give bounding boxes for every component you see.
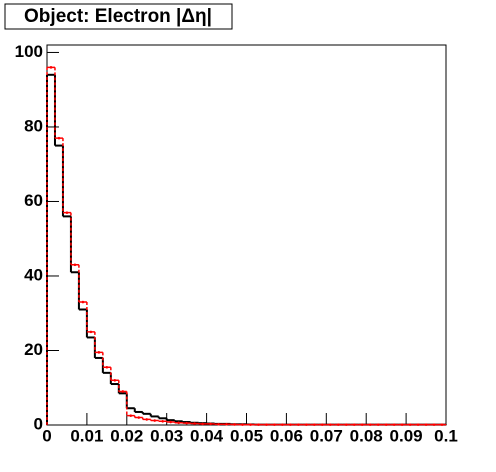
bin-marker — [416, 423, 420, 426]
bin-marker — [344, 423, 348, 426]
bin-marker — [336, 423, 340, 426]
bin-marker — [105, 365, 109, 369]
bin-marker — [368, 423, 372, 426]
bin-marker — [65, 211, 69, 214]
bin-marker — [432, 423, 436, 426]
bin-marker — [249, 423, 252, 426]
bin-marker — [73, 263, 77, 267]
x-tick-label: 0.1 — [434, 426, 458, 445]
bin-marker — [265, 423, 268, 426]
bin-marker — [233, 423, 236, 426]
y-tick-label: 80 — [24, 116, 43, 135]
bin-marker — [217, 422, 220, 426]
bin-marker — [169, 420, 172, 424]
x-tick-label: 0.06 — [270, 426, 303, 445]
bin-marker — [273, 423, 276, 426]
bin-marker — [297, 423, 300, 426]
x-tick-label: 0.02 — [110, 426, 143, 445]
bin-marker — [281, 423, 284, 426]
bin-marker — [193, 422, 196, 425]
bin-marker — [305, 423, 308, 426]
bin-marker — [185, 421, 188, 425]
bin-marker — [177, 421, 180, 425]
bin-marker — [121, 390, 125, 393]
bin-marker — [313, 423, 316, 426]
bin-marker — [376, 423, 380, 426]
bin-marker — [321, 423, 324, 426]
bin-marker — [209, 422, 212, 426]
bin-marker — [89, 330, 93, 334]
bin-marker — [161, 419, 165, 423]
y-tick-label: 40 — [24, 265, 43, 284]
bin-marker — [153, 419, 157, 422]
bin-marker — [408, 423, 412, 426]
bin-marker — [424, 423, 428, 426]
bin-marker — [129, 414, 133, 417]
bin-marker — [225, 422, 228, 426]
bin-marker — [392, 423, 396, 426]
y-tick-label: 60 — [24, 191, 43, 210]
title-box — [4, 3, 233, 30]
bin-marker — [400, 423, 404, 426]
bin-marker — [384, 423, 388, 426]
x-tick-label: 0.04 — [190, 426, 224, 445]
x-tick-label: 0.05 — [230, 426, 263, 445]
x-tick-label: 0.03 — [150, 426, 183, 445]
x-tick-label: 0.07 — [310, 426, 343, 445]
bin-marker — [145, 418, 149, 421]
bin-marker — [113, 378, 117, 382]
chart-title: Object: Electron |Δη| — [24, 6, 212, 27]
bin-marker — [201, 422, 204, 426]
x-tick-label: 0.01 — [70, 426, 103, 445]
bin-marker — [360, 423, 364, 426]
x-tick-label: 0.08 — [350, 426, 383, 445]
bin-marker — [440, 423, 444, 426]
bin-marker — [81, 300, 85, 304]
bin-marker — [97, 351, 101, 354]
bin-marker — [241, 423, 244, 426]
y-tick-label: 0 — [34, 414, 43, 433]
bin-marker — [257, 423, 260, 426]
bin-marker — [57, 136, 61, 140]
bin-marker — [328, 423, 332, 426]
x-tick-label: 0.09 — [390, 426, 423, 445]
bin-marker — [49, 66, 53, 69]
bin-marker — [137, 416, 141, 419]
bin-marker — [352, 423, 356, 426]
x-tick-label: 0 — [42, 426, 51, 445]
y-tick-label: 20 — [24, 340, 43, 359]
y-tick-label: 100 — [15, 42, 43, 61]
bin-marker — [289, 423, 292, 426]
